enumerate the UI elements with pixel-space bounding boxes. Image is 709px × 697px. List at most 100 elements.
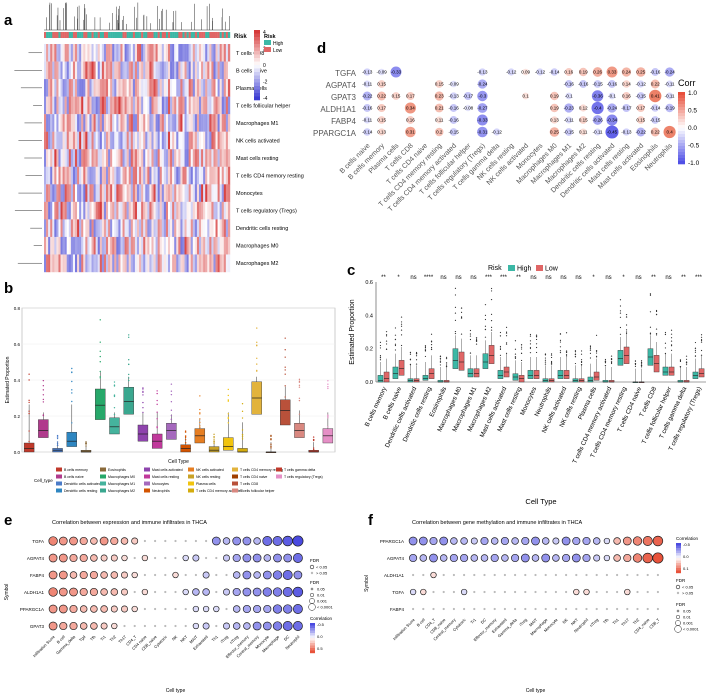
corr-bubble xyxy=(434,127,444,137)
heatmap-cell xyxy=(219,219,222,238)
heatmap-cell xyxy=(225,61,229,80)
dot-significant xyxy=(69,621,78,631)
heatmap-cell xyxy=(116,79,119,97)
dot-significant xyxy=(460,537,468,545)
legend-entry: T cells gamma delta xyxy=(284,468,315,472)
heatmap-cell xyxy=(225,114,229,132)
heatmap-cell xyxy=(159,114,162,132)
heatmap-cell xyxy=(174,131,177,150)
heatmap-cell xyxy=(52,219,55,238)
outlier-point xyxy=(475,343,478,345)
y-tick-label: 0.0 xyxy=(365,380,373,386)
heatmap-cell xyxy=(89,44,92,62)
heatmap-cell xyxy=(72,114,76,132)
heatmap-cell xyxy=(178,96,181,115)
corr-bubble xyxy=(550,91,559,101)
heatmap-cell xyxy=(209,236,212,255)
heatmap-cell xyxy=(130,254,134,273)
corr-bubble xyxy=(622,103,631,113)
outlier-point xyxy=(256,363,258,365)
dot-nonsignificant xyxy=(225,573,228,577)
risk-annotation-cell xyxy=(62,32,65,38)
box-body-high xyxy=(662,366,669,376)
heatmap-cell xyxy=(124,96,127,115)
heatmap-cell xyxy=(137,201,140,220)
outlier-point xyxy=(550,360,553,363)
heatmap-cell xyxy=(176,79,179,97)
heatmap-cell xyxy=(77,236,80,255)
heatmap-cell xyxy=(219,254,222,273)
heatmap-cell xyxy=(72,166,76,185)
heatmap-cell xyxy=(178,201,181,220)
heatmap-cell xyxy=(68,96,72,115)
heatmap-cell xyxy=(87,219,90,238)
outlier-point xyxy=(256,327,258,329)
color-scale-step xyxy=(254,86,260,90)
heatmap-cell xyxy=(46,184,49,203)
heatmap-cell xyxy=(203,149,206,167)
corr-bubble xyxy=(622,92,631,100)
heatmap-cell xyxy=(196,254,200,273)
heatmap-cell xyxy=(58,149,61,167)
dot-significant xyxy=(131,571,138,579)
corr-scale-step xyxy=(676,553,681,556)
dot-significant xyxy=(521,536,530,546)
heatmap-cell xyxy=(186,184,189,203)
corr-scale-step xyxy=(676,548,681,551)
heatmap-cell xyxy=(50,79,53,97)
heatmap-cell xyxy=(153,44,156,62)
outlier-point xyxy=(559,346,562,348)
heatmap-cell xyxy=(77,44,80,62)
outlier-point xyxy=(270,443,272,445)
heatmap-cell xyxy=(223,184,227,203)
dot-nonsignificant xyxy=(432,607,435,611)
dot-significant xyxy=(192,622,200,630)
outlier-point xyxy=(550,353,553,355)
heatmap-cell xyxy=(205,79,208,97)
heatmap-cell xyxy=(151,96,154,115)
dot-significant xyxy=(232,536,242,546)
heatmap-cell xyxy=(128,114,131,132)
heatmap-cell xyxy=(87,254,90,273)
heatmap-cell xyxy=(147,184,150,203)
heatmap-cell xyxy=(190,166,193,185)
outlier-point xyxy=(256,369,258,372)
heatmap-cell xyxy=(207,149,210,167)
heatmap-cell xyxy=(52,61,55,80)
heatmap-cell xyxy=(87,131,90,150)
heatmap-cell xyxy=(217,254,220,273)
outlier-point xyxy=(99,376,101,378)
heatmap-cell xyxy=(192,44,196,62)
heatmap-cell xyxy=(178,236,181,255)
significance-label: ns xyxy=(560,275,566,281)
outlier-point xyxy=(685,364,688,366)
heatmap-cell xyxy=(50,166,53,185)
heatmap-cell xyxy=(46,201,49,220)
risk-annotation-cell xyxy=(143,32,146,38)
heatmap-cell xyxy=(48,131,51,150)
corr-value-label: 0.22 xyxy=(651,130,660,135)
outlier-point xyxy=(655,334,658,336)
risk-annotation-cell xyxy=(85,32,88,38)
heatmap-cell xyxy=(205,184,208,203)
dot-significant xyxy=(603,554,611,562)
heatmap-cell xyxy=(91,79,94,97)
corr-scale-step xyxy=(676,558,681,561)
outlier-point xyxy=(409,353,412,355)
corr-bubble xyxy=(565,116,573,124)
heatmap-cell xyxy=(75,44,78,62)
heatmap-cell xyxy=(151,131,154,150)
dot-nonsignificant xyxy=(585,607,588,611)
heatmap-cell xyxy=(196,44,200,62)
heatmap-cell xyxy=(108,149,111,167)
dot-significant xyxy=(202,622,210,630)
outlier-point xyxy=(312,439,315,442)
heatmap-cell xyxy=(209,131,212,150)
dotplot-col-label: NK xyxy=(171,634,179,642)
dot-significant xyxy=(531,536,540,546)
outlier-point xyxy=(505,326,508,328)
heatmap-cell xyxy=(137,166,140,185)
heatmap-cell xyxy=(66,236,69,255)
heatmap-cell xyxy=(64,131,67,150)
heatmap-cell xyxy=(157,114,160,132)
